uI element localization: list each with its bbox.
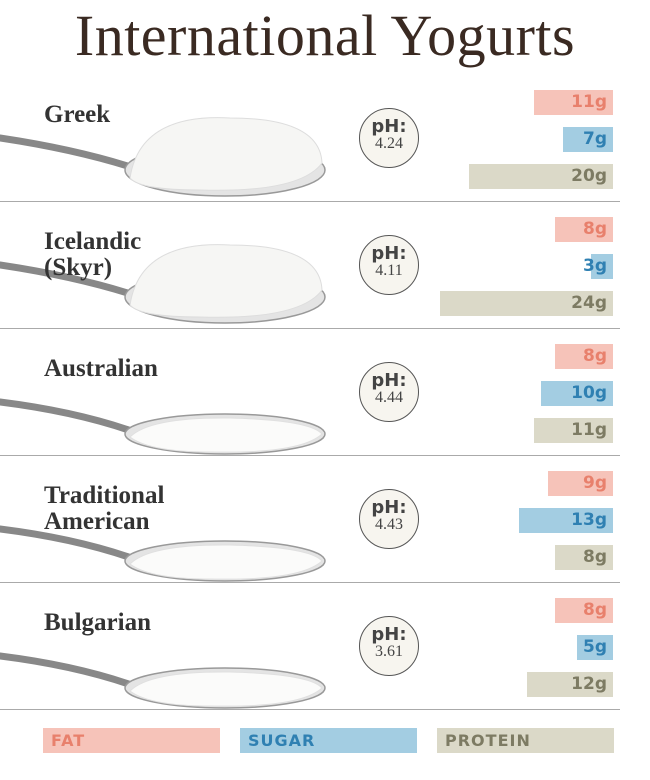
value-label: 13g [571, 510, 607, 530]
value-label: 24g [571, 293, 607, 313]
separator [0, 582, 620, 583]
bar: 8g [555, 545, 613, 570]
ph-label: pH: [371, 497, 407, 518]
legend-swatch: SUGAR [240, 728, 417, 753]
category-label: Greek [44, 101, 111, 128]
category-label: Traditional American [44, 482, 165, 535]
ph-label: pH: [371, 370, 407, 391]
legend-label: PROTEIN [445, 731, 531, 750]
bar: 8g [555, 344, 613, 369]
legend-swatch: PROTEIN [437, 728, 614, 753]
spoon-handle [0, 134, 144, 174]
separator [0, 201, 620, 202]
ph-label: pH: [371, 116, 407, 137]
ph-badge: pH: 4.24 [359, 108, 419, 168]
yogurt [129, 544, 323, 580]
legend-label: SUGAR [248, 731, 316, 750]
bar: 7g [562, 127, 613, 152]
separator [0, 328, 620, 329]
bar: 24g [440, 291, 613, 316]
bar: 10g [541, 381, 613, 406]
spoon-handle [0, 652, 144, 692]
chart-title: International Yogurts [74, 3, 576, 68]
bar: 20g [469, 164, 613, 189]
value-label: 3g [582, 256, 607, 276]
yogurt [129, 417, 323, 453]
bar: 12g [526, 672, 613, 697]
yogurt [129, 244, 323, 318]
bar: 13g [519, 508, 613, 533]
ph-value: 4.43 [375, 516, 403, 533]
ph-value: 3.61 [375, 643, 403, 660]
separator [0, 455, 620, 456]
spoon [0, 117, 326, 197]
value-label: 20g [571, 166, 607, 186]
ph-value: 4.44 [375, 389, 403, 406]
value-label: 8g [582, 600, 607, 620]
value-label: 11g [571, 92, 607, 112]
ph-badge: pH: 3.61 [359, 616, 419, 676]
ph-label: pH: [371, 243, 407, 264]
value-label: 11g [571, 420, 607, 440]
spoon-handle [0, 398, 144, 438]
spoon [0, 244, 326, 324]
bar: 5g [577, 635, 613, 660]
category-label: Icelandic (Skyr) [44, 228, 142, 281]
bar: 8g [555, 598, 613, 623]
ph-label: pH: [371, 624, 407, 645]
value-label: 5g [583, 637, 607, 657]
separator [0, 709, 620, 710]
ph-badge: pH: 4.44 [359, 362, 419, 422]
ph-value: 4.11 [375, 262, 403, 279]
bar: 8g [555, 217, 613, 242]
yogurt [129, 117, 323, 191]
bar: 11g [533, 90, 613, 115]
value-label: 12g [571, 674, 607, 694]
spoon [0, 525, 326, 582]
bar: 9g [548, 471, 613, 496]
value-label: 8g [582, 219, 607, 239]
ph-badge: pH: 4.43 [359, 489, 419, 549]
bar: 11g [533, 418, 613, 443]
value-label: 8g [582, 346, 607, 366]
ph-value: 4.24 [375, 135, 403, 152]
bar: 3g [583, 254, 613, 279]
category-label: Bulgarian [44, 609, 151, 636]
spoon [0, 652, 326, 709]
value-label: 10g [571, 383, 607, 403]
ph-badge: pH: 4.11 [359, 235, 419, 295]
legend-label: FAT [51, 731, 86, 750]
value-label: 7g [582, 129, 607, 149]
spoon [0, 398, 326, 455]
legend-swatch: FAT [43, 728, 220, 753]
yogurt [129, 671, 323, 707]
value-label: 8g [582, 547, 607, 567]
category-label: Australian [44, 355, 158, 382]
value-label: 9g [582, 473, 607, 493]
spoon-handle [0, 525, 144, 565]
